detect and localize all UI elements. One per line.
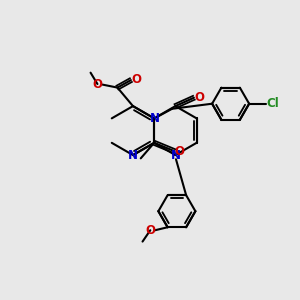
Text: N: N [128, 148, 138, 162]
Text: O: O [145, 224, 155, 237]
Text: O: O [131, 73, 141, 86]
Text: N: N [150, 112, 160, 125]
Text: O: O [92, 77, 102, 91]
Text: Cl: Cl [266, 97, 279, 110]
Text: O: O [194, 91, 204, 103]
Text: N: N [171, 148, 181, 162]
Text: O: O [175, 145, 184, 158]
